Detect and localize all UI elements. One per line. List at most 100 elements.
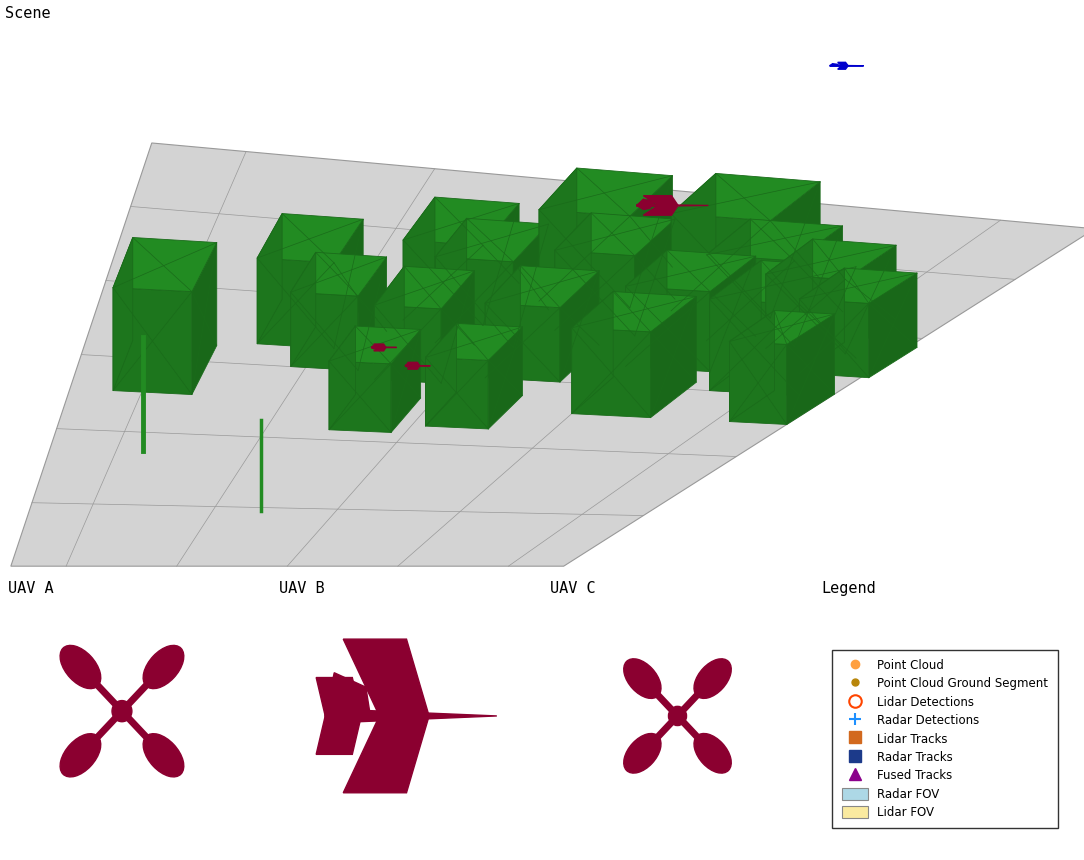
- Polygon shape: [555, 213, 591, 330]
- Polygon shape: [514, 224, 549, 347]
- Polygon shape: [625, 250, 667, 366]
- Polygon shape: [330, 326, 356, 430]
- Polygon shape: [635, 219, 675, 335]
- Polygon shape: [257, 213, 282, 344]
- Polygon shape: [317, 716, 361, 754]
- Polygon shape: [707, 255, 795, 347]
- Polygon shape: [560, 271, 599, 382]
- Polygon shape: [113, 237, 132, 390]
- Polygon shape: [113, 237, 217, 292]
- Polygon shape: [330, 326, 421, 364]
- Polygon shape: [799, 267, 856, 396]
- Text: UAV C: UAV C: [550, 580, 596, 595]
- Polygon shape: [539, 168, 672, 216]
- Polygon shape: [625, 250, 756, 292]
- Polygon shape: [710, 261, 856, 304]
- Polygon shape: [257, 213, 363, 263]
- Polygon shape: [436, 218, 467, 342]
- Polygon shape: [555, 213, 675, 255]
- Legend: Point Cloud, Point Cloud Ground Segment, Lidar Detections, Radar Detections, Lid: Point Cloud, Point Cloud Ground Segment,…: [833, 649, 1058, 828]
- Polygon shape: [771, 181, 821, 318]
- Polygon shape: [643, 206, 678, 215]
- Polygon shape: [730, 310, 774, 421]
- Polygon shape: [391, 329, 421, 433]
- Polygon shape: [555, 250, 635, 335]
- Polygon shape: [643, 196, 678, 206]
- Polygon shape: [671, 174, 821, 221]
- Polygon shape: [730, 341, 787, 425]
- Polygon shape: [730, 310, 835, 344]
- Polygon shape: [257, 258, 334, 348]
- Polygon shape: [436, 218, 549, 261]
- Polygon shape: [571, 328, 650, 418]
- Polygon shape: [707, 219, 750, 341]
- Polygon shape: [571, 292, 696, 332]
- Polygon shape: [291, 252, 315, 366]
- Polygon shape: [291, 292, 358, 371]
- Circle shape: [112, 701, 132, 722]
- Text: Legend: Legend: [822, 580, 876, 595]
- Polygon shape: [375, 267, 404, 379]
- Polygon shape: [113, 287, 192, 395]
- Polygon shape: [671, 213, 771, 318]
- Polygon shape: [405, 366, 411, 367]
- Ellipse shape: [694, 659, 732, 698]
- Polygon shape: [317, 678, 361, 716]
- Polygon shape: [403, 197, 519, 245]
- Polygon shape: [405, 365, 411, 366]
- Polygon shape: [830, 64, 839, 65]
- Polygon shape: [372, 346, 377, 347]
- Polygon shape: [403, 197, 435, 320]
- Polygon shape: [374, 347, 386, 351]
- Polygon shape: [846, 245, 896, 353]
- Polygon shape: [426, 323, 522, 360]
- Polygon shape: [330, 361, 391, 433]
- Polygon shape: [344, 716, 429, 793]
- Polygon shape: [11, 143, 1084, 566]
- Polygon shape: [408, 362, 420, 366]
- Polygon shape: [765, 239, 813, 348]
- Ellipse shape: [143, 645, 184, 689]
- Polygon shape: [636, 200, 654, 206]
- Polygon shape: [671, 174, 715, 310]
- Polygon shape: [869, 273, 917, 378]
- Circle shape: [669, 706, 686, 726]
- Polygon shape: [192, 243, 217, 395]
- Polygon shape: [405, 364, 411, 366]
- Polygon shape: [408, 366, 420, 369]
- Polygon shape: [765, 239, 896, 280]
- Polygon shape: [710, 261, 761, 390]
- Polygon shape: [539, 168, 577, 301]
- Ellipse shape: [143, 734, 184, 777]
- Polygon shape: [325, 673, 371, 716]
- Polygon shape: [483, 204, 519, 325]
- Polygon shape: [636, 205, 708, 206]
- Polygon shape: [441, 271, 475, 384]
- Polygon shape: [710, 256, 756, 372]
- Ellipse shape: [60, 645, 101, 689]
- Polygon shape: [707, 219, 842, 261]
- Ellipse shape: [694, 734, 732, 773]
- Ellipse shape: [623, 659, 661, 698]
- Ellipse shape: [60, 734, 101, 777]
- Polygon shape: [372, 347, 377, 349]
- Polygon shape: [795, 226, 842, 347]
- Text: UAV B: UAV B: [280, 580, 325, 595]
- Polygon shape: [710, 299, 799, 396]
- Polygon shape: [374, 344, 386, 347]
- Polygon shape: [375, 305, 441, 384]
- Polygon shape: [838, 65, 848, 69]
- Polygon shape: [539, 210, 630, 308]
- Text: UAV A: UAV A: [8, 580, 54, 595]
- Polygon shape: [486, 266, 599, 308]
- Polygon shape: [625, 286, 710, 372]
- Polygon shape: [426, 358, 488, 429]
- Polygon shape: [636, 206, 651, 210]
- Polygon shape: [799, 268, 917, 304]
- Text: Scene: Scene: [5, 6, 51, 21]
- Polygon shape: [486, 266, 520, 378]
- Polygon shape: [799, 299, 869, 378]
- Polygon shape: [486, 304, 560, 382]
- Polygon shape: [630, 175, 672, 308]
- Polygon shape: [799, 268, 844, 373]
